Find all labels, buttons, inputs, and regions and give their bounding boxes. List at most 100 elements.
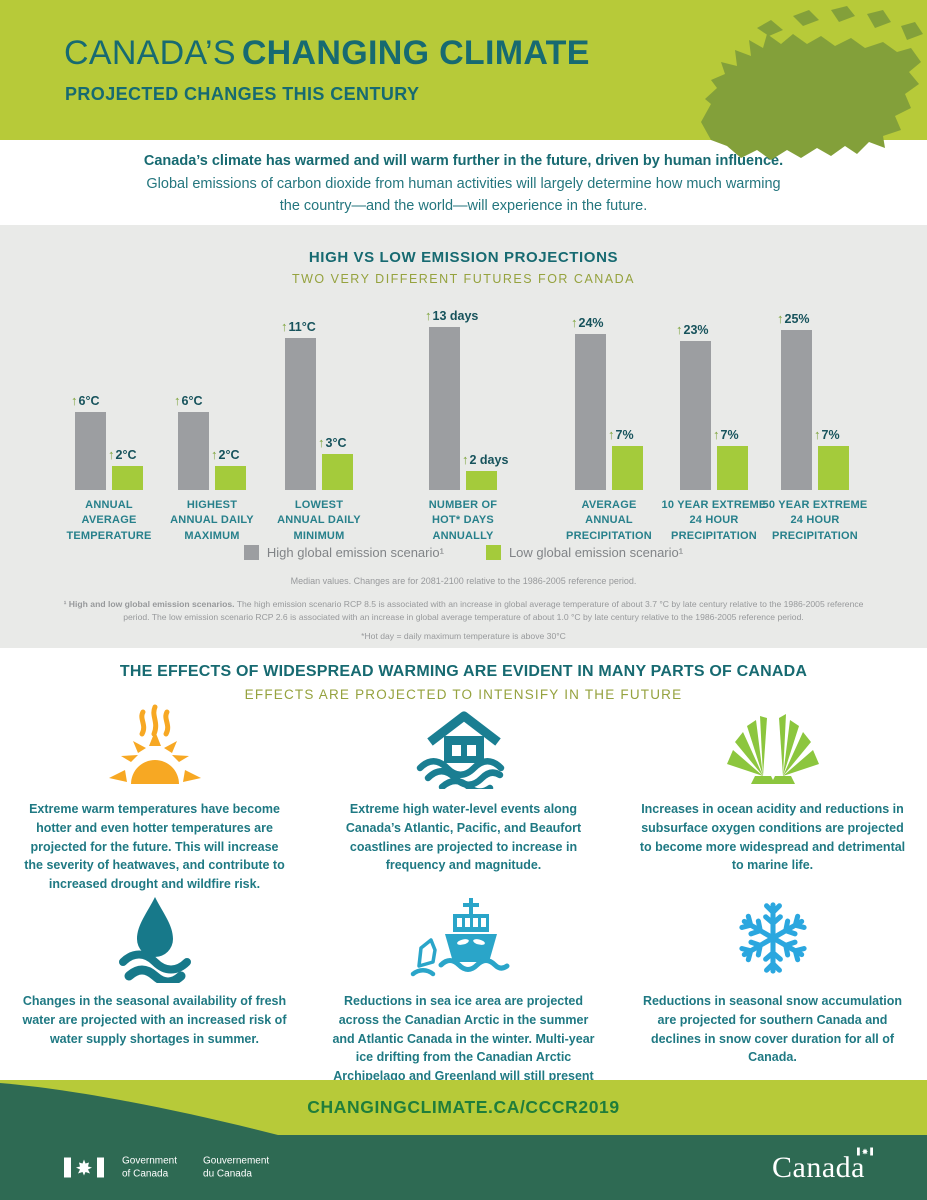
footer-swoosh-graphic <box>0 1083 278 1135</box>
effect-card-sea-ice: Reductions in sea ice area are projected… <box>309 892 618 1102</box>
up-arrow-icon: ↑ <box>211 446 218 462</box>
bar-group-7: ↑25% ↑7% 50 YEAR EXTREME 24 HOUR PRECIPITA… <box>763 300 868 542</box>
flooded-house-icon <box>309 700 618 792</box>
government-footer: Government of Canada Gouvernement du Can… <box>0 1135 927 1200</box>
bar-group-5: ↑24% ↑7% AVERAGE ANNUAL PRECIPITATION <box>566 300 652 542</box>
bar-high-emission <box>75 412 106 490</box>
government-of-canada-text: Government of Canada <box>122 1155 178 1180</box>
legend-item: Low global emission scenario¹ <box>485 545 684 560</box>
chart-footnote-lead: ¹ High and low global emission scenarios… <box>63 599 235 609</box>
broken-shell-icon <box>618 700 927 792</box>
bar-low-emission <box>466 471 497 490</box>
sun-heat-icon <box>0 700 309 792</box>
effect-card-fresh-water: Changes in the seasonal availability of … <box>0 892 309 1084</box>
bar-value-low: ↑3°C <box>318 434 347 450</box>
bar-high-emission <box>680 341 711 490</box>
effects-subtitle: EFFECTS ARE PROJECTED TO INTENSIFY IN TH… <box>244 687 683 702</box>
effect-text: Extreme warm temperatures have become ho… <box>24 802 285 891</box>
effects-cards: Extreme warm temperatures have become ho… <box>0 700 927 1102</box>
up-arrow-icon: ↑ <box>174 392 181 408</box>
bar-low-emission <box>322 454 353 490</box>
emissions-chart-section: HIGH VS LOW EMISSION PROJECTIONS TWO VER… <box>0 225 927 648</box>
up-arrow-icon: ↑ <box>777 310 784 326</box>
up-arrow-icon: ↑ <box>108 446 115 462</box>
bar-value-low: ↑7% <box>814 426 840 442</box>
chart-title: HIGH VS LOW EMISSION PROJECTIONS <box>308 249 619 266</box>
up-arrow-icon: ↑ <box>71 392 78 408</box>
intro-body: Global emissions of carbon dioxide from … <box>146 176 781 214</box>
effect-card-sea-level: Extreme high water-level events along Ca… <box>309 700 618 892</box>
bar-value-low: ↑7% <box>713 426 739 442</box>
up-arrow-icon: ↑ <box>281 318 288 334</box>
up-arrow-icon: ↑ <box>814 426 821 442</box>
hot-day-footnote: *Hot day = daily maximum temperature is … <box>361 631 566 641</box>
up-arrow-icon: ↑ <box>462 451 469 467</box>
chart-footnote-body: The high emission scenario RCP 8.5 is as… <box>123 599 864 623</box>
up-arrow-icon: ↑ <box>571 314 578 330</box>
bar-group-2: ↑6°C ↑2°C HIGHEST ANNUAL DAILY MAXIMUM <box>170 300 253 542</box>
canada-wordmark-text: Canada <box>772 1150 865 1184</box>
bar-group-4: ↑13 days ↑2 days NUMBER OF HOT* DAYS ANNUA… <box>425 300 508 542</box>
intro-lead: Canada’s climate has warmed and will war… <box>143 153 784 169</box>
bar-category-label: 10 YEAR EXTREME 24 HOUR PRECIPITATION <box>661 499 767 542</box>
legend-swatch <box>243 545 259 560</box>
up-arrow-icon: ↑ <box>676 321 683 337</box>
bar-high-emission <box>178 412 209 490</box>
effect-card-ocean-acidity: Increases in ocean acidity and reduction… <box>618 700 927 892</box>
bar-category-label: 50 YEAR EXTREME 24 HOUR PRECIPITATION <box>762 499 868 542</box>
up-arrow-icon: ↑ <box>608 426 615 442</box>
bar-low-emission <box>818 446 849 490</box>
chart-subtitle: TWO VERY DIFFERENT FUTURES FOR CANADA <box>291 272 636 286</box>
bar-value-high: ↑23% <box>676 321 709 337</box>
bar-group-1: ↑6°C ↑2°C ANNUAL AVERAGE TEMPERATURE <box>66 300 151 542</box>
effect-text: Increases in ocean acidity and reduction… <box>639 802 906 873</box>
bar-high-emission <box>285 338 316 490</box>
bar-value-low: ↑2 days <box>462 451 509 467</box>
canada-map-graphic <box>701 6 923 160</box>
canada-wordmark: Canada <box>772 1147 873 1185</box>
effect-text: Reductions in seasonal snow accumulation… <box>642 994 903 1065</box>
page-title-regular: CANADA’S <box>64 34 236 72</box>
bar-value-high: ↑6°C <box>71 392 100 408</box>
effects-section: THE EFFECTS OF WIDESPREAD WARMING ARE EV… <box>0 648 927 1102</box>
bar-value-high: ↑11°C <box>281 318 316 334</box>
bar-low-emission <box>112 466 143 490</box>
bar-category-label: LOWEST ANNUAL DAILY MINIMUM <box>277 499 361 542</box>
up-arrow-icon: ↑ <box>425 307 432 323</box>
effect-card-heat: Extreme warm temperatures have become ho… <box>0 700 309 892</box>
bar-low-emission <box>612 446 643 490</box>
canada-flag-icon <box>64 1157 104 1178</box>
bar-low-emission <box>717 446 748 490</box>
legend-label: Low global emission scenario¹ <box>508 545 684 560</box>
effect-text: Changes in the seasonal availability of … <box>22 994 287 1046</box>
government-signature: Government of Canada Gouvernement du Can… <box>64 1154 269 1181</box>
snowflake-icon <box>618 892 927 984</box>
website-url[interactable]: CHANGINGCLIMATE.CA/CCCR2019 <box>307 1097 620 1117</box>
bar-category-label: AVERAGE ANNUAL PRECIPITATION <box>566 499 652 542</box>
bar-group-3: ↑11°C ↑3°C LOWEST ANNUAL DAILY MINIMUM <box>277 300 360 542</box>
bar-value-low: ↑7% <box>608 426 634 442</box>
wordmark-flag-icon <box>857 1147 873 1155</box>
page-title: CANADA’S CHANGING CLIMATE <box>64 34 590 73</box>
bar-low-emission <box>215 466 246 490</box>
chart-note: Median values. Changes are for 2081-2100… <box>290 576 637 586</box>
effect-text: Extreme high water-level events along Ca… <box>345 802 582 873</box>
icebreaker-ship-icon <box>309 892 618 984</box>
bar-value-low: ↑2°C <box>108 446 137 462</box>
page-title-bold: CHANGING CLIMATE <box>241 34 590 72</box>
bar-category-label: ANNUAL AVERAGE TEMPERATURE <box>66 499 152 542</box>
chart-legend: High global emission scenario¹ Low global… <box>0 545 927 560</box>
bar-value-high: ↑6°C <box>174 392 203 408</box>
legend-label: High global emission scenario¹ <box>266 545 444 560</box>
bar-category-label: HIGHEST ANNUAL DAILY MAXIMUM <box>170 499 254 542</box>
bar-value-low: ↑2°C <box>211 446 240 462</box>
up-arrow-icon: ↑ <box>713 426 720 442</box>
bar-group-6: ↑23% ↑7% 10 YEAR EXTREME 24 HOUR PRECIPITA… <box>662 300 767 542</box>
effect-card-snow: Reductions in seasonal snow accumulation… <box>618 892 927 1084</box>
bar-high-emission <box>429 327 460 490</box>
bar-high-emission <box>781 330 812 490</box>
bar-category-label: NUMBER OF HOT* DAYS ANNUALLY <box>428 499 498 542</box>
bar-value-high: ↑24% <box>571 314 604 330</box>
bar-chart-plot: ↑6°C ↑2°C ANNUAL AVERAGE TEMPERATURE ↑6°C ↑2… <box>0 300 927 542</box>
gouvernement-du-canada-text: Gouvernement du Canada <box>203 1155 270 1180</box>
